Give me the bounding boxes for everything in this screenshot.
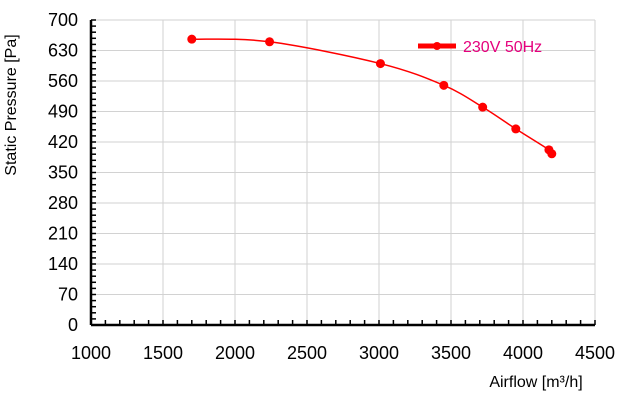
data-point — [375, 59, 385, 69]
y-tick-label: 490 — [48, 102, 78, 122]
y-tick-label: 420 — [48, 132, 78, 152]
x-tick-label: 4500 — [575, 343, 615, 363]
data-point — [511, 124, 521, 134]
legend: 230V 50Hz — [418, 39, 542, 56]
legend-marker — [433, 42, 441, 50]
y-tick-label: 700 — [48, 10, 78, 30]
y-tick-label: 140 — [48, 254, 78, 274]
x-tick-label: 3000 — [359, 343, 399, 363]
x-tick-label: 1000 — [71, 343, 111, 363]
x-tick-label: 1500 — [143, 343, 183, 363]
series-layer — [187, 34, 557, 159]
x-tick-label: 4000 — [503, 343, 543, 363]
x-axis-label: Airflow [m³/h] — [489, 374, 582, 391]
data-point — [478, 102, 488, 112]
y-tick-label: 70 — [58, 285, 78, 305]
series-line — [191, 38, 554, 155]
data-point — [439, 80, 449, 90]
legend-label: 230V 50Hz — [463, 39, 542, 56]
data-point — [265, 37, 275, 47]
y-tick-label: 630 — [48, 41, 78, 61]
y-tick-label: 210 — [48, 224, 78, 244]
data-point — [547, 149, 557, 159]
y-tick-label: 280 — [48, 193, 78, 213]
y-axis-label: Static Pressure [Pa] — [3, 34, 20, 175]
y-tick-label: 560 — [48, 71, 78, 91]
x-tick-label: 3500 — [431, 343, 471, 363]
grid-layer — [90, 19, 596, 326]
y-tick-label: 0 — [68, 315, 78, 335]
axis-layer: 1000 1500 2000 2500 3000 3500 4000 4500 0 70 140 21… — [48, 10, 615, 363]
x-tick-label: 2500 — [287, 343, 327, 363]
y-tick-label: 350 — [48, 163, 78, 183]
x-tick-label: 2000 — [215, 343, 255, 363]
data-point — [187, 34, 197, 44]
